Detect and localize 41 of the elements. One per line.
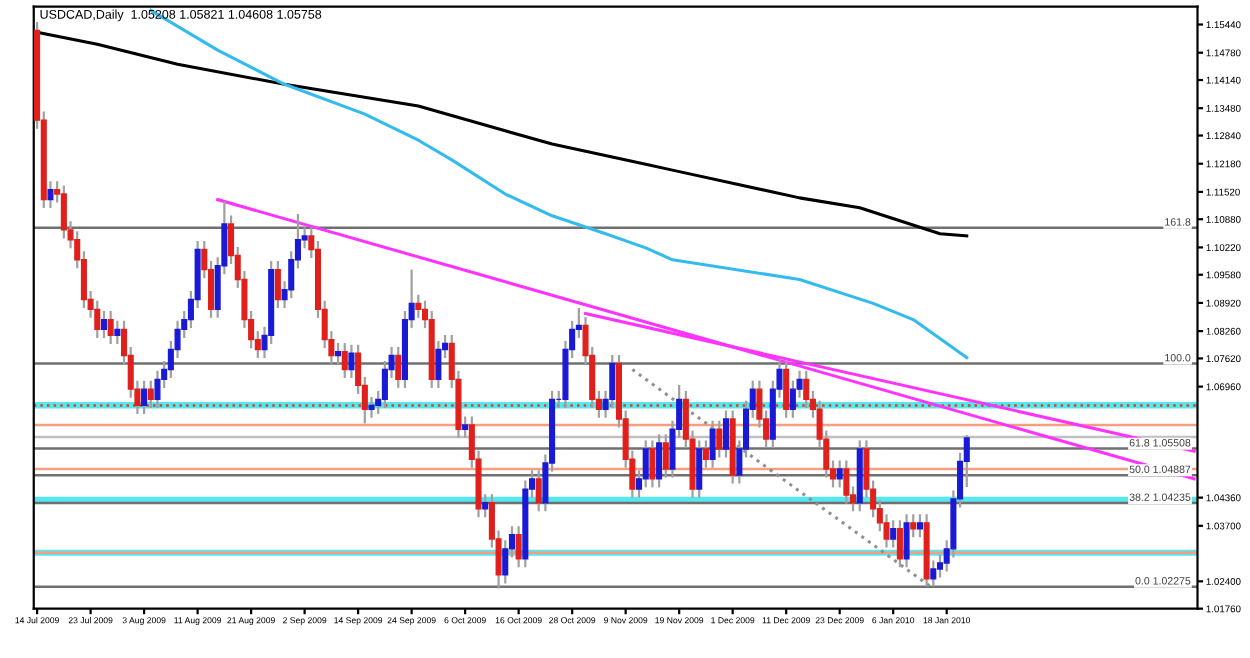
candlestick bbox=[154, 369, 161, 410]
candlestick bbox=[515, 525, 522, 569]
candlestick bbox=[47, 180, 54, 210]
candlestick bbox=[783, 359, 790, 419]
candlestick bbox=[94, 299, 101, 340]
candlestick bbox=[709, 419, 716, 469]
line-series bbox=[35, 30, 969, 238]
candlestick bbox=[843, 459, 850, 505]
candlestick bbox=[890, 519, 897, 549]
candlestick bbox=[662, 433, 669, 479]
candlestick bbox=[114, 319, 121, 346]
candlestick bbox=[789, 379, 796, 419]
candlestick bbox=[535, 469, 542, 513]
candlestick bbox=[462, 415, 469, 439]
candlestick bbox=[60, 184, 67, 240]
candlestick bbox=[903, 513, 910, 569]
candlestick bbox=[348, 343, 355, 380]
candlestick bbox=[722, 409, 730, 459]
candlestick bbox=[100, 309, 108, 340]
candlestick bbox=[609, 353, 616, 410]
candlestick bbox=[696, 439, 703, 499]
candlestick bbox=[482, 493, 489, 519]
candlestick bbox=[803, 369, 810, 410]
candlestick bbox=[836, 459, 843, 489]
candlestick bbox=[916, 513, 923, 539]
candlestick bbox=[274, 259, 281, 310]
candlestick bbox=[147, 379, 154, 410]
candlestick bbox=[649, 439, 656, 489]
candlestick bbox=[896, 519, 903, 569]
candlestick bbox=[435, 339, 442, 389]
candlestick bbox=[930, 559, 937, 588]
candlestick bbox=[335, 341, 342, 366]
candlestick bbox=[910, 513, 917, 539]
candlestick bbox=[702, 439, 709, 469]
candlestick bbox=[107, 309, 114, 346]
candlestick bbox=[141, 379, 148, 416]
candlestick bbox=[368, 395, 375, 419]
candlestick bbox=[716, 419, 723, 459]
candlestick bbox=[656, 433, 663, 489]
candlestick bbox=[395, 345, 402, 389]
candlestick bbox=[341, 341, 348, 380]
